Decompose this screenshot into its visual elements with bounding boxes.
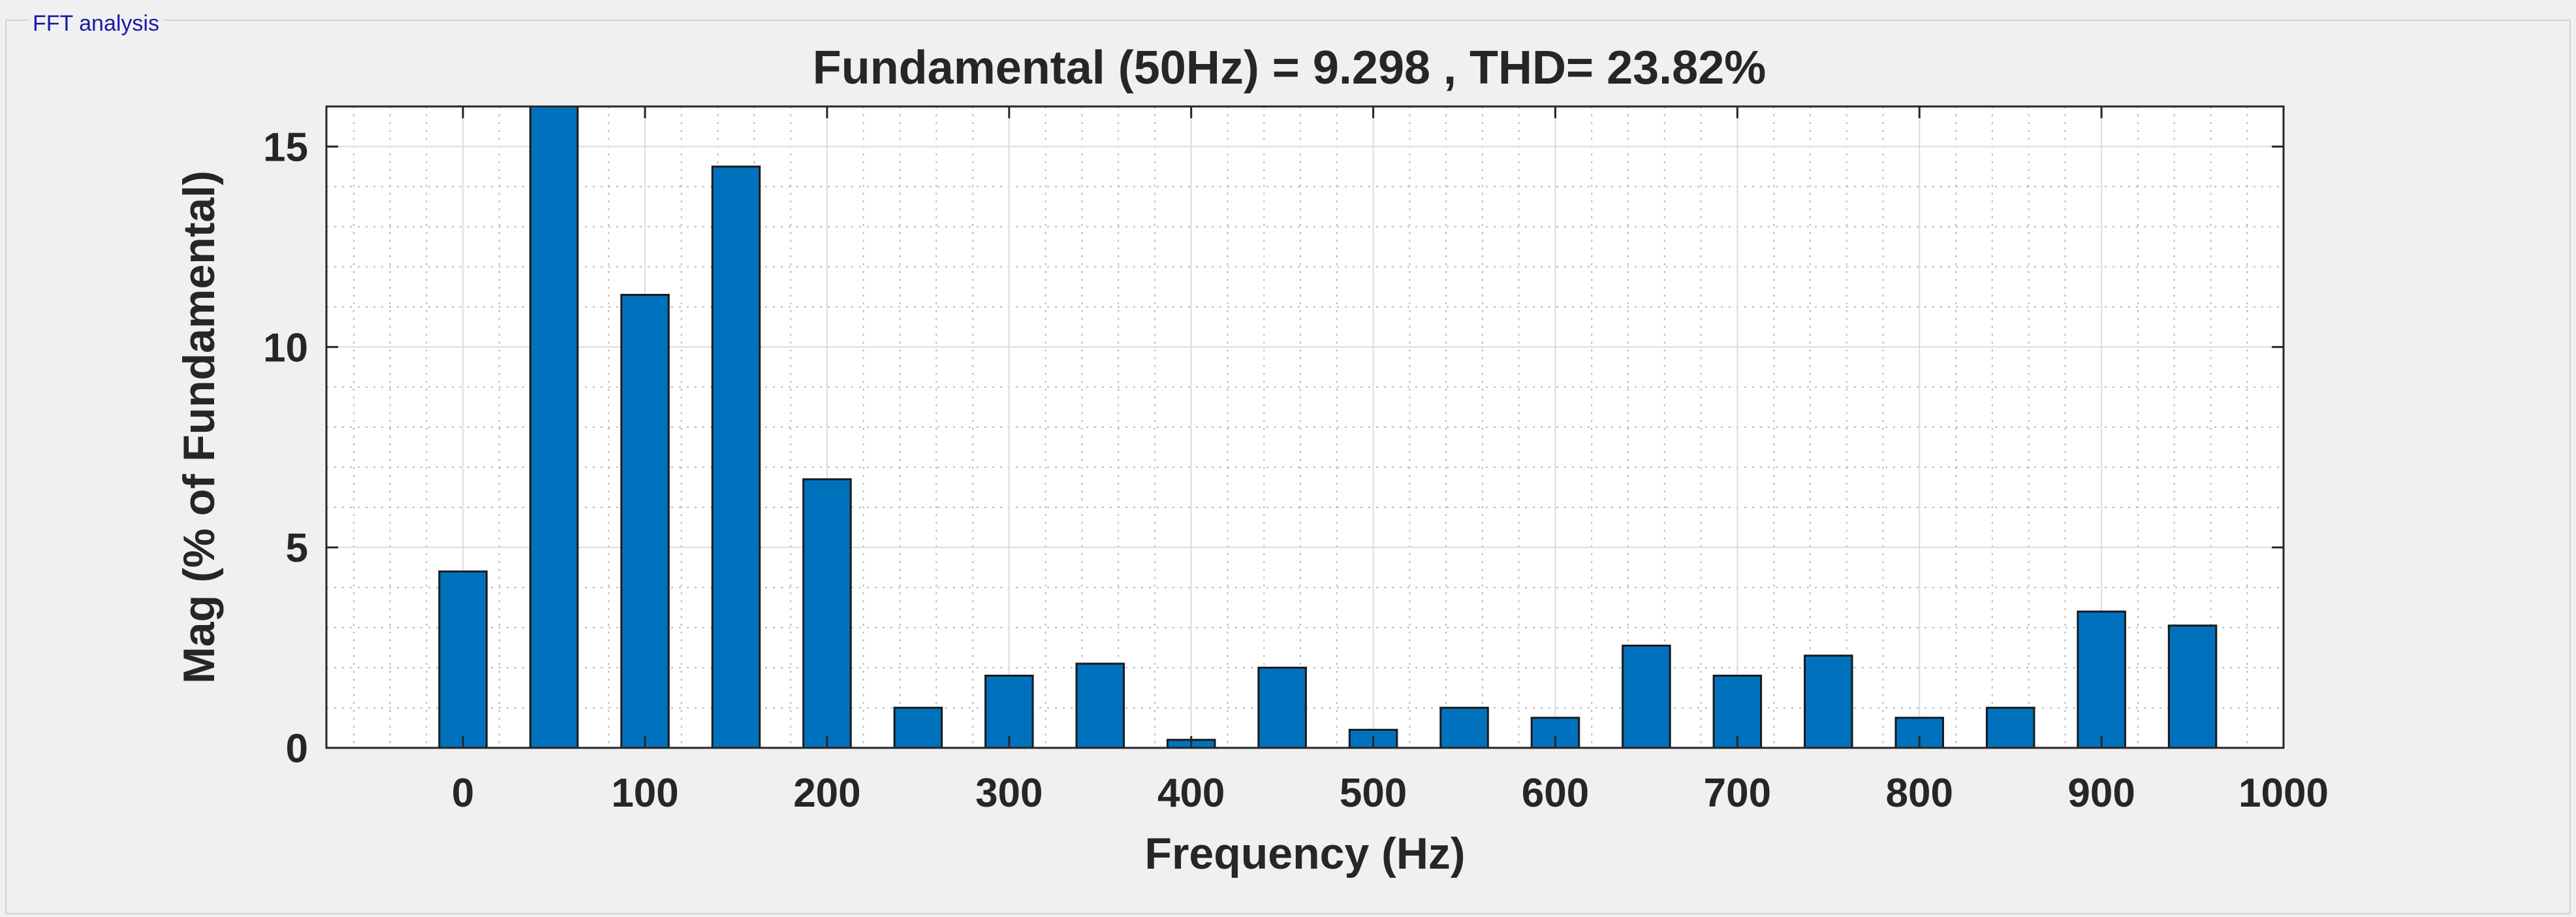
minor-grid: [326, 106, 2284, 748]
bar: [711, 165, 761, 749]
fft-analysis-panel: [5, 20, 2571, 914]
y-tick-label: 15: [263, 125, 308, 170]
bar: [438, 570, 488, 749]
x-tick-label: 100: [611, 771, 678, 816]
x-tick-label: 400: [1157, 771, 1225, 816]
bar: [802, 478, 852, 749]
x-tick-label: 300: [975, 771, 1043, 816]
bar: [893, 707, 943, 749]
y-tick-label: 5: [286, 526, 308, 571]
y-tick-label: 0: [286, 726, 308, 771]
bar: [1985, 707, 2035, 749]
bar: [1257, 666, 1307, 749]
y-tick-label: 10: [263, 325, 308, 370]
x-tick-label: 200: [793, 771, 860, 816]
x-axis-label: Frequency (Hz): [1144, 829, 1465, 878]
bar: [1622, 644, 1671, 749]
x-tick-label: 900: [2067, 771, 2135, 816]
axes-box: [325, 105, 2285, 749]
x-tick-label: 800: [1886, 771, 1953, 816]
x-tick-labels: 0 100 200 300 400 500 600 700 800 900 1000: [452, 771, 2329, 816]
bar: [1804, 654, 1853, 749]
x-tick-label: 700: [1704, 771, 1771, 816]
x-tick-label: 1000: [2238, 771, 2329, 816]
bar: [1439, 707, 1489, 749]
y-axis-label: Mag (% of Fundamental): [174, 170, 224, 684]
x-tick-label: 500: [1340, 771, 1407, 816]
chart-title: Fundamental (50Hz) = 9.298 , THD= 23.82%: [813, 42, 1767, 94]
bar: [2077, 610, 2126, 749]
axis-ticks: [326, 106, 2285, 749]
bar: [2167, 624, 2218, 749]
bar: [529, 105, 579, 749]
major-grid: [326, 106, 2284, 748]
bar: [620, 293, 670, 749]
y-tick-labels: 0 5 10 15: [263, 125, 308, 771]
bar: [1075, 662, 1125, 749]
bar: [984, 675, 1034, 749]
x-tick-label: 0: [452, 771, 474, 816]
axes-background: [326, 106, 2284, 748]
panel-title: FFT analysis: [29, 10, 163, 37]
x-tick-label: 600: [1522, 771, 1589, 816]
